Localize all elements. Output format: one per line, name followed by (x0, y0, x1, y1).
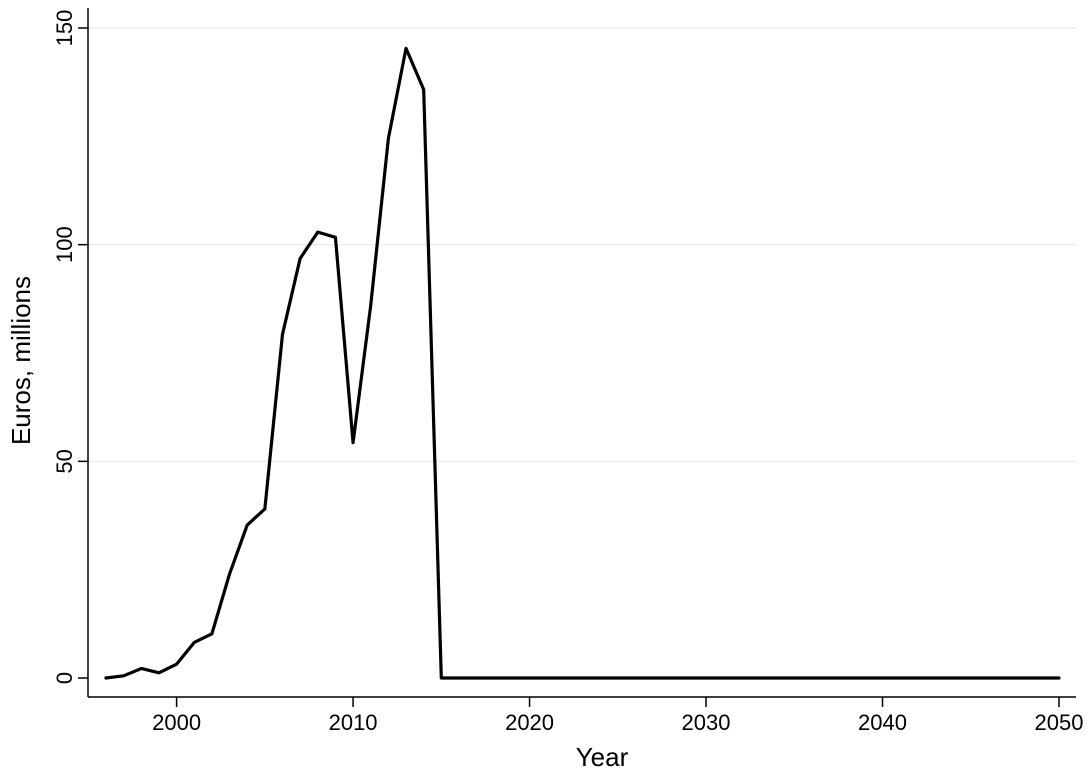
series (104, 46, 1061, 680)
y-tick-label: 0 (52, 672, 77, 684)
ticks: 0 50 100 150 2000 2010 2020 2030 2040 2050 (52, 10, 1083, 735)
y-tick-label: 100 (52, 226, 77, 263)
y-tick-label: 150 (52, 10, 77, 47)
y-axis-title: Euros, millions (6, 276, 36, 445)
x-axis-title: Year (576, 742, 629, 771)
axes (87, 8, 1076, 698)
series-line (104, 46, 1061, 680)
x-tick-label: 2020 (505, 710, 554, 735)
x-tick-label: 2030 (682, 710, 731, 735)
x-tick-label: 2010 (329, 710, 378, 735)
gridlines (88, 27, 1076, 463)
y-tick-label: 50 (52, 449, 77, 473)
x-tick-label: 2050 (1035, 710, 1084, 735)
x-tick-label: 2000 (152, 710, 201, 735)
x-tick-label: 2040 (858, 710, 907, 735)
